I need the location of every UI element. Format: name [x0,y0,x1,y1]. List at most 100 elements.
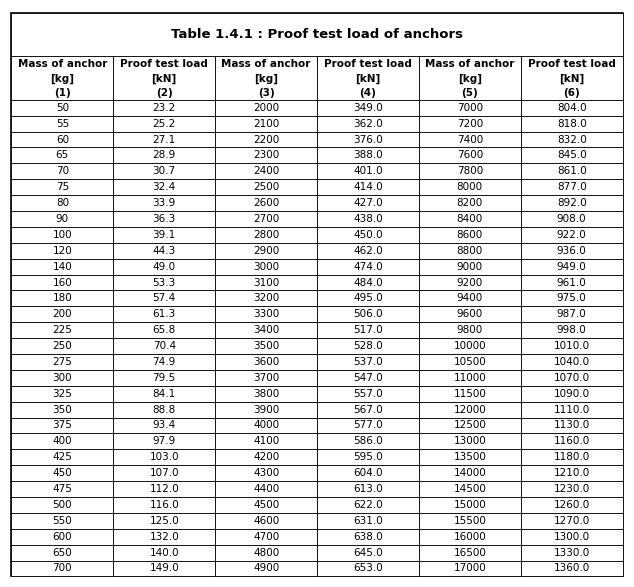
Bar [215,417,317,433]
Bar [215,227,317,243]
Text: 3100: 3100 [253,278,279,288]
Bar [521,386,623,402]
Text: 1090.0: 1090.0 [553,389,590,399]
Bar [215,386,317,402]
Text: 10000: 10000 [453,341,486,351]
Bar [419,243,521,259]
Bar [215,545,317,561]
Bar [215,211,317,227]
Bar [215,449,317,465]
Bar [317,338,419,354]
Text: 9400: 9400 [456,294,483,303]
Bar [317,131,419,147]
Bar [317,163,419,179]
Text: 3300: 3300 [253,309,279,319]
Text: (3): (3) [257,88,275,98]
Text: 517.0: 517.0 [353,325,383,335]
Bar [317,529,419,545]
Bar [419,259,521,275]
Bar [11,259,113,275]
Text: 1010.0: 1010.0 [553,341,590,351]
Bar [113,402,215,417]
Text: 14000: 14000 [453,468,486,478]
Text: 84.1: 84.1 [153,389,176,399]
Text: 2800: 2800 [253,230,279,240]
Text: 804.0: 804.0 [557,103,586,113]
Bar [11,195,113,211]
Text: 987.0: 987.0 [557,309,586,319]
Bar [11,402,113,417]
Text: 2900: 2900 [253,246,279,256]
Bar [419,545,521,561]
Bar [113,338,215,354]
Text: 1180.0: 1180.0 [553,452,590,463]
Bar [113,306,215,322]
Bar [419,56,521,100]
Bar [317,100,419,116]
Bar [113,370,215,386]
Bar [11,179,113,195]
Text: 36.3: 36.3 [153,214,176,224]
Text: 57.4: 57.4 [153,294,176,303]
Bar [11,56,113,100]
Text: 132.0: 132.0 [150,532,179,542]
Text: 8000: 8000 [456,182,483,192]
Bar [419,179,521,195]
Text: 80: 80 [56,198,69,208]
Text: 53.3: 53.3 [153,278,176,288]
Text: 70: 70 [56,166,69,176]
Bar [11,163,113,179]
Text: 604.0: 604.0 [353,468,383,478]
Bar [11,513,113,529]
Text: [kg]: [kg] [254,73,278,83]
Bar [419,386,521,402]
Text: 75: 75 [56,182,69,192]
Bar [317,417,419,433]
Bar [419,354,521,370]
Text: [kg]: [kg] [458,73,482,83]
Bar [113,259,215,275]
Text: 586.0: 586.0 [353,436,383,446]
Text: 474.0: 474.0 [353,262,383,272]
Text: (5): (5) [462,88,478,98]
Bar [521,417,623,433]
Text: 44.3: 44.3 [153,246,176,256]
Bar [419,211,521,227]
Bar [113,56,215,100]
Text: 975.0: 975.0 [557,294,586,303]
Text: 9800: 9800 [456,325,483,335]
Bar [113,417,215,433]
Text: 438.0: 438.0 [353,214,383,224]
Bar [113,354,215,370]
Text: 3000: 3000 [253,262,279,272]
Text: 33.9: 33.9 [153,198,176,208]
Bar [215,465,317,481]
Text: 375: 375 [53,420,72,430]
Text: 908.0: 908.0 [557,214,586,224]
Bar [215,259,317,275]
Bar [521,370,623,386]
Bar [113,163,215,179]
Text: 567.0: 567.0 [353,404,383,414]
Bar [11,147,113,163]
Text: 595.0: 595.0 [353,452,383,463]
Text: 60: 60 [56,134,69,144]
Text: 17000: 17000 [453,564,486,573]
Text: 4300: 4300 [253,468,279,478]
Bar [317,497,419,513]
Text: 4200: 4200 [253,452,279,463]
Text: Proof test load: Proof test load [120,59,208,69]
Text: 547.0: 547.0 [353,373,383,383]
Bar [215,561,317,576]
Text: 2200: 2200 [253,134,279,144]
Text: 50: 50 [56,103,69,113]
Bar [11,386,113,402]
Text: 500: 500 [53,500,72,510]
Bar [113,179,215,195]
Bar [521,354,623,370]
Text: 9000: 9000 [456,262,483,272]
Bar [215,481,317,497]
Bar [521,322,623,338]
Bar [113,131,215,147]
Bar [317,370,419,386]
